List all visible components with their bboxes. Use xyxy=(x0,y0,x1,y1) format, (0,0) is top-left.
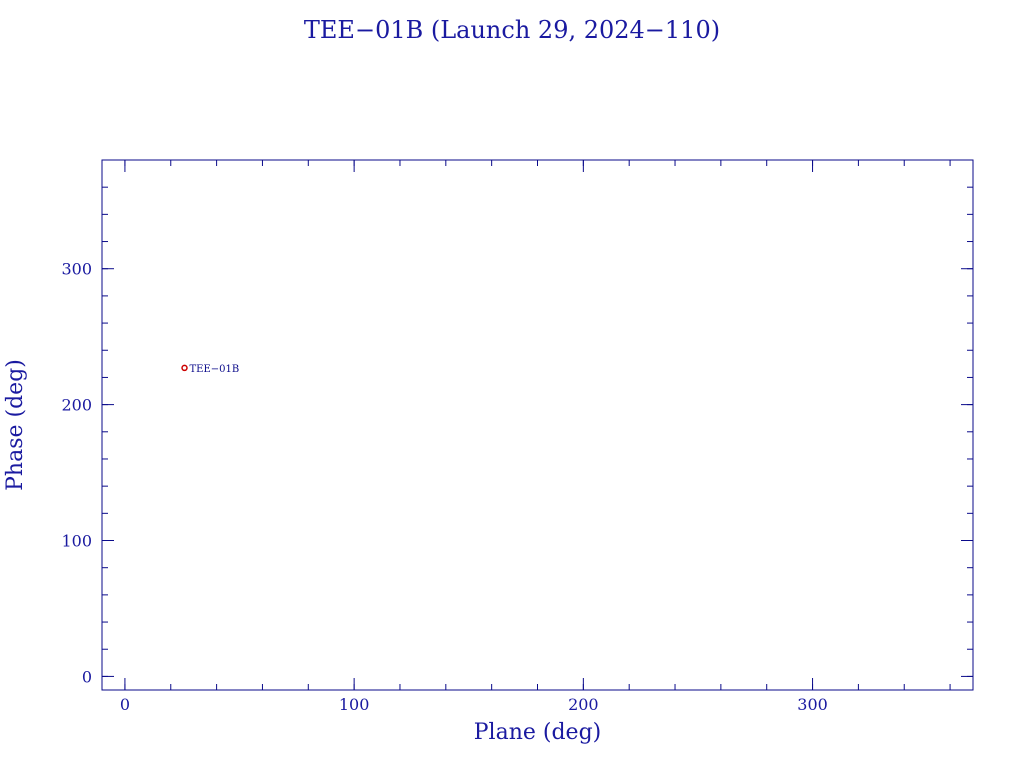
data-points: TEE−01B xyxy=(181,364,240,375)
x-tick-label: 200 xyxy=(568,695,599,714)
chart-title: TEE−01B (Launch 29, 2024−110) xyxy=(304,16,720,44)
axis-tick-labels: 0 100 200 300 0 100 200 300 xyxy=(61,260,827,714)
plot-frame xyxy=(101,159,974,691)
y-tick-label: 0 xyxy=(82,667,92,686)
x-tick-label: 0 xyxy=(120,695,130,714)
y-tick-label: 300 xyxy=(61,260,92,279)
x-tick-label: 300 xyxy=(797,695,828,714)
data-point-label: TEE−01B xyxy=(190,364,240,375)
y-tick-label: 200 xyxy=(61,396,92,415)
x-tick-label: 100 xyxy=(339,695,370,714)
data-point xyxy=(181,364,188,372)
y-axis-label: Phase (deg) xyxy=(3,359,28,491)
axis-ticks xyxy=(102,159,973,690)
x-axis-label: Plane (deg) xyxy=(474,720,602,745)
y-tick-label: 100 xyxy=(61,532,92,551)
